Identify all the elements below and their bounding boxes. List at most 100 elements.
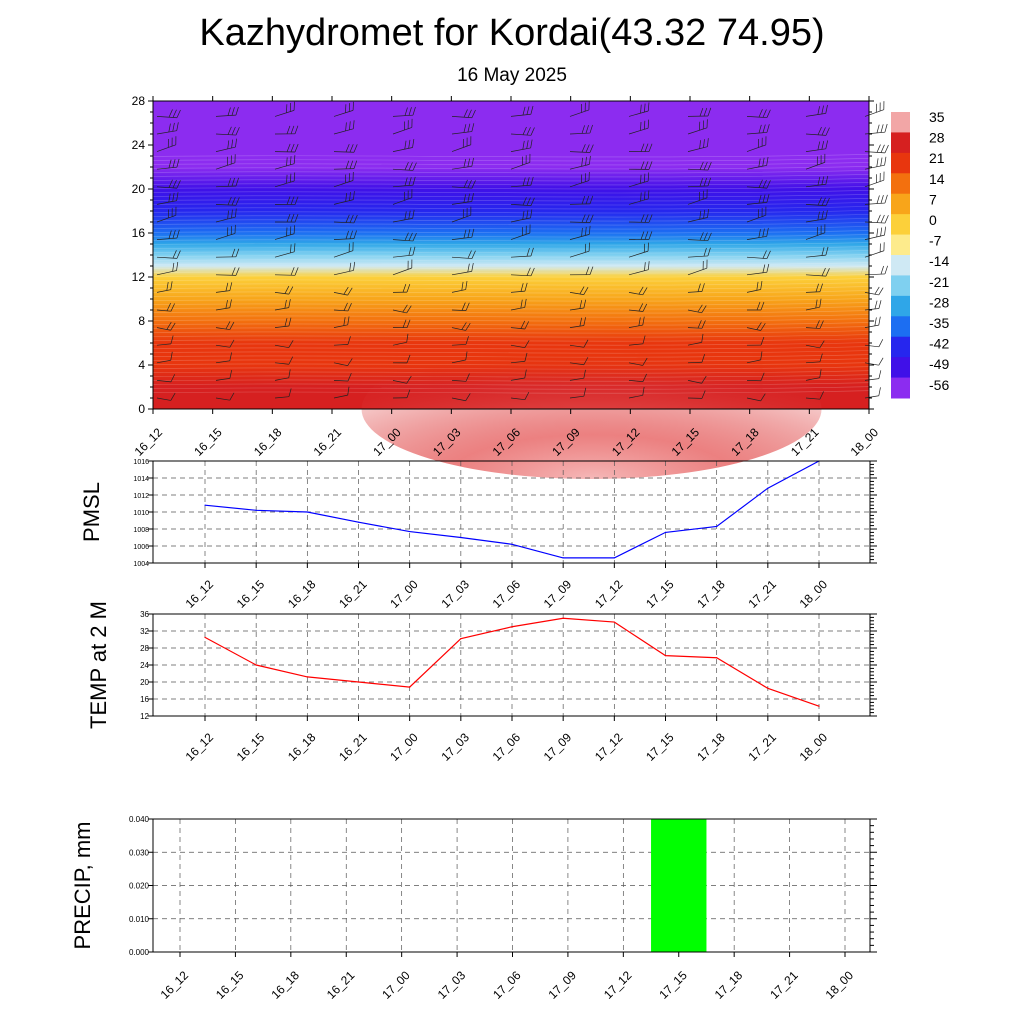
data-point xyxy=(204,504,206,506)
x-tick-label: 17_03 xyxy=(435,968,469,1002)
wind-barb xyxy=(864,123,888,135)
wind-barb xyxy=(569,286,589,295)
plot-frame xyxy=(152,818,871,953)
wind-barb xyxy=(274,213,299,223)
colorbar-label: -21 xyxy=(929,274,949,290)
wind-barb xyxy=(156,192,179,205)
wind-barb xyxy=(156,351,173,364)
y-tick-label: 0.020 xyxy=(129,882,150,891)
y-axis-label: TEMP at 2 M xyxy=(86,601,111,729)
wind-barb xyxy=(510,126,535,136)
x-tick-label: 17_15 xyxy=(643,730,677,764)
wind-barb xyxy=(333,171,354,188)
chart-title: Kazhydromet for Kordai(43.32 74.95) xyxy=(199,12,825,54)
wind-barb xyxy=(628,190,650,205)
data-point xyxy=(255,509,257,511)
wind-barb xyxy=(274,369,291,381)
contour-line xyxy=(152,278,870,282)
colorbar-label: 0 xyxy=(929,212,937,228)
contour-line xyxy=(152,362,870,366)
wind-barb xyxy=(746,109,771,118)
contour-line xyxy=(152,250,870,254)
wind-barb xyxy=(215,126,240,136)
wind-barb xyxy=(746,280,763,293)
colorbar-swatch xyxy=(891,173,910,195)
contour-line xyxy=(152,198,870,202)
wind-barb xyxy=(392,209,415,223)
wind-barb xyxy=(451,302,470,311)
data-point xyxy=(767,687,769,689)
wind-barb xyxy=(274,388,292,399)
data-point xyxy=(306,676,308,678)
wind-barb xyxy=(215,224,236,240)
colorbar-label: -42 xyxy=(929,336,949,352)
wind-barb xyxy=(215,138,237,152)
wind-barb xyxy=(628,161,653,170)
contour-line xyxy=(152,298,870,302)
wind-barb xyxy=(215,196,240,206)
wind-barb xyxy=(392,118,413,135)
colorbar-label: -28 xyxy=(929,294,949,310)
wind-barb xyxy=(392,232,417,242)
wind-barb xyxy=(805,246,829,258)
wind-barb xyxy=(392,354,411,364)
contour-line xyxy=(152,342,870,346)
wind-barb xyxy=(215,177,239,188)
wind-barb xyxy=(333,143,358,153)
wind-barb xyxy=(805,210,828,223)
data-point xyxy=(460,536,462,539)
wind-barb xyxy=(805,197,830,207)
wind-barb xyxy=(156,229,180,240)
y-tick-label: 12 xyxy=(140,712,149,721)
wind-barb xyxy=(864,357,884,366)
x-tick-label: 18_00 xyxy=(797,577,831,611)
wind-barb xyxy=(333,214,358,224)
contour-line xyxy=(152,302,870,306)
x-tick-label: 16_12 xyxy=(183,730,217,764)
contour-line xyxy=(152,210,870,214)
wind-barb xyxy=(274,317,292,328)
y-tick-label: 24 xyxy=(140,661,149,670)
wind-barb xyxy=(333,336,351,346)
x-tick-label: 17_06 xyxy=(490,968,524,1002)
wind-barb xyxy=(392,106,416,117)
wind-barb xyxy=(392,246,416,258)
wind-barb xyxy=(746,136,767,152)
contour-line xyxy=(152,234,870,238)
colorbar-swatch xyxy=(891,275,910,297)
wind-barb xyxy=(274,196,299,205)
contour-line xyxy=(152,290,870,294)
wind-barb xyxy=(628,231,653,240)
x-tick-label: 17_09 xyxy=(546,968,580,1002)
wind-barb xyxy=(746,372,765,382)
colorbar: 35 28 21 14 7 0 -7 -14 -21 -28 -35 -42 -49 -56 xyxy=(891,109,949,399)
wind-barb xyxy=(569,144,594,153)
colorbar-swatch xyxy=(891,234,910,256)
data-point xyxy=(716,657,718,659)
wind-barb xyxy=(628,102,650,117)
wind-barb xyxy=(864,214,889,224)
wind-barb xyxy=(805,104,828,117)
y-tick-label: 12 xyxy=(132,270,146,284)
y-tick-label: 0.040 xyxy=(129,815,150,824)
wind-barb xyxy=(392,375,412,384)
x-tick-label: 18_00 xyxy=(797,730,831,764)
wind-barb xyxy=(274,101,295,117)
contour-line xyxy=(152,370,870,374)
contour-line xyxy=(152,262,870,266)
x-tick-label: 17_12 xyxy=(592,577,626,611)
x-tick-label: 16_21 xyxy=(324,968,358,1002)
data-point xyxy=(511,626,513,628)
contour-line xyxy=(152,358,870,362)
contour-line xyxy=(152,214,870,218)
contour-line xyxy=(152,178,870,182)
colorbar-swatch xyxy=(891,255,910,276)
wind-barb xyxy=(805,224,826,240)
wind-barb xyxy=(274,243,296,258)
x-tick-label: 18_00 xyxy=(848,425,882,459)
x-tick-label: 17_03 xyxy=(438,730,472,764)
wind-barb xyxy=(451,157,474,170)
wind-barb xyxy=(215,369,233,381)
wind-barb xyxy=(215,154,236,170)
